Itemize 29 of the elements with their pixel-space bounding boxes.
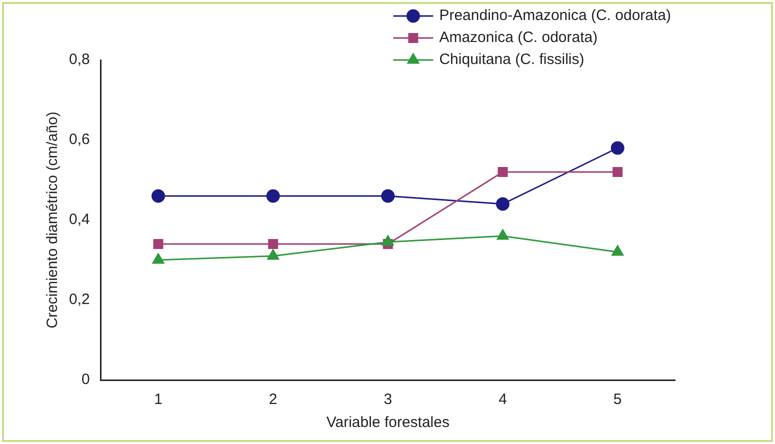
y-tick-label: 0,6 (68, 131, 90, 148)
point (268, 239, 278, 249)
point (612, 245, 624, 256)
point (267, 249, 280, 260)
y-axis-title: Crecimiento diamétrico (cm/año) (44, 112, 62, 328)
point (153, 239, 164, 249)
point (496, 229, 509, 240)
x-axis-title: Variable forestales (326, 414, 450, 432)
x-tick-label: 3 (384, 391, 392, 408)
point (382, 235, 394, 246)
y-tick-label: 0,8 (68, 51, 90, 68)
point (610, 141, 624, 155)
point (381, 189, 395, 203)
x-tick-label: 4 (498, 391, 507, 408)
point (266, 189, 280, 203)
legend-label: Chiquitana (C. fissilis) (439, 51, 584, 68)
x-tick-label: 1 (154, 391, 162, 408)
point (612, 167, 623, 177)
x-tick-label: 2 (268, 391, 278, 408)
y-tick-label: 0,2 (68, 291, 90, 308)
point (152, 253, 164, 264)
y-tick-label: 0,4 (68, 211, 90, 228)
point (152, 189, 166, 203)
y-tick-label: 0 (82, 371, 90, 388)
legend-label: Preandino-Amazonica (C. odorata) (439, 7, 672, 24)
point (496, 197, 510, 211)
legend-label: Amazonica (C. odorata) (439, 29, 598, 46)
point (498, 167, 508, 177)
x-tick-label: 5 (613, 391, 622, 408)
